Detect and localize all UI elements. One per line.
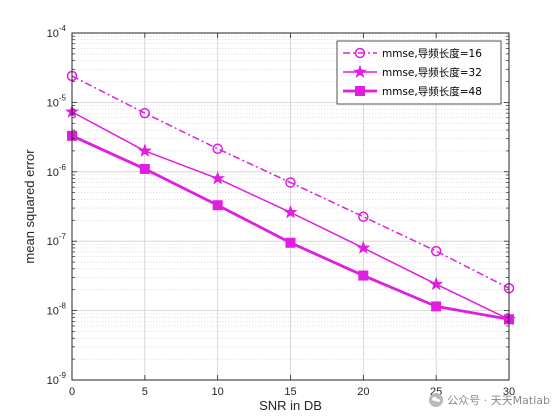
- y-axis-label: mean squared error: [22, 149, 37, 264]
- x-tick-label: 0: [69, 386, 75, 398]
- x-tick-label: 15: [284, 386, 296, 398]
- data-point-star: [137, 143, 152, 157]
- x-tick-label: 10: [212, 386, 224, 398]
- legend-entry-1: mmse,导频长度=16: [343, 47, 482, 60]
- x-tick-label: 20: [357, 386, 369, 398]
- watermark-text: 公众号 · 天天Matlab: [447, 394, 550, 407]
- data-point-star: [352, 64, 368, 78]
- data-point-star: [283, 204, 298, 219]
- data-point-star: [429, 276, 444, 291]
- y-tick-label: 10-9: [47, 371, 67, 387]
- data-point-circle: [354, 47, 366, 59]
- series-line: [71, 75, 510, 289]
- watermark: 公众号 · 天天Matlab: [429, 392, 550, 408]
- y-tick-label: 10-8: [47, 302, 67, 318]
- data-point-star: [356, 240, 371, 254]
- data-point-circle: [430, 245, 442, 257]
- data-point-square: [358, 270, 369, 281]
- y-tick-label: 10-4: [47, 24, 67, 40]
- data-point-square: [212, 200, 223, 211]
- tick-labels: 10-910-810-710-610-510-40 5 10 15 20 25 30: [47, 24, 516, 398]
- data-point-circle: [358, 211, 369, 223]
- data-point-square: [285, 237, 296, 248]
- legend: mmse,导频长度=16 mmse,导频长度=32 mmse,导频长度=48: [336, 40, 502, 105]
- legend-label: mmse,导频长度=16: [382, 47, 482, 60]
- data-point-star: [210, 171, 225, 185]
- data-point-circle: [139, 107, 151, 119]
- y-tick-label: 10-5: [47, 93, 67, 109]
- legend-entry-3: mmse,导频长度=48: [343, 85, 482, 98]
- data-point-square: [431, 301, 442, 312]
- y-tick-label: 10-6: [47, 163, 67, 179]
- wechat-icon: [429, 393, 444, 407]
- data-point-square: [139, 163, 150, 174]
- legend-label: mmse,导频长度=48: [382, 85, 482, 98]
- data-point-square: [355, 86, 365, 96]
- legend-label: mmse,导频长度=32: [382, 66, 482, 79]
- x-axis-label: SNR in DB: [259, 398, 322, 413]
- legend-entry-2: mmse,导频长度=32: [343, 64, 482, 79]
- y-tick-label: 10-7: [47, 232, 67, 248]
- ticks: [71, 32, 510, 381]
- x-tick-label: 5: [142, 386, 148, 398]
- data-point-circle: [285, 177, 296, 188]
- data-point-circle: [212, 143, 223, 154]
- x-tick-label: 30: [503, 386, 515, 398]
